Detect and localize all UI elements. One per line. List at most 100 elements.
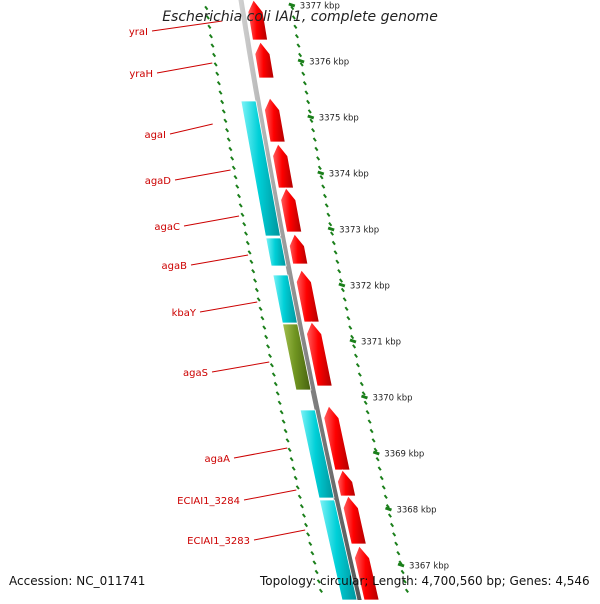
accession-value: NC_011741	[76, 574, 146, 588]
tick-mark	[294, 33, 299, 39]
tick-mark	[254, 287, 259, 293]
tick-mark	[387, 513, 392, 518]
gene-label: agaI	[144, 130, 166, 141]
tick-mark	[267, 353, 272, 358]
tick-mark	[324, 203, 329, 208]
reverse-gene-block	[299, 409, 335, 499]
reverse-gene-block	[272, 274, 298, 324]
tick-mark	[213, 62, 218, 67]
tick-mark	[331, 240, 336, 246]
tick-track	[290, 5, 409, 594]
tick-mark	[302, 81, 307, 86]
tick-mark	[256, 297, 261, 302]
tick-mark	[379, 475, 384, 481]
tick-mark	[352, 344, 357, 349]
tick-mark	[396, 550, 401, 556]
tick-mark	[321, 184, 326, 189]
tick-mark	[377, 466, 382, 471]
tick-mark	[275, 391, 280, 396]
tick-mark	[291, 15, 296, 20]
ruler-major-tick	[372, 450, 380, 456]
tick-mark	[216, 80, 221, 86]
genes-label: Genes:	[509, 574, 552, 588]
tick-mark	[306, 532, 311, 537]
tick-mark	[240, 212, 245, 217]
tick-mark	[225, 128, 230, 133]
gene-label: kbaY	[172, 308, 197, 319]
tick-mark	[262, 325, 267, 330]
ruler-major-tick	[397, 562, 405, 568]
tick-mark	[251, 269, 256, 274]
tick-layer	[204, 5, 409, 594]
ruler-major-tick	[288, 2, 296, 8]
tick-mark	[249, 259, 254, 264]
topology-value: circular	[319, 574, 365, 588]
forward-gene-arrow	[323, 405, 351, 471]
tick-mark	[226, 137, 231, 142]
tick-mark	[253, 278, 258, 283]
tick-mark	[277, 400, 282, 405]
tick-mark	[264, 334, 269, 340]
tick-mark	[244, 231, 249, 236]
tick-mark	[283, 428, 288, 434]
tick-mark	[346, 316, 351, 321]
tick-mark	[312, 560, 317, 565]
ruler-label: 3372 kbp	[350, 282, 390, 292]
tick-mark	[310, 550, 315, 556]
tick-mark	[316, 156, 321, 161]
gene-label-leader	[253, 529, 306, 541]
tick-mark	[383, 494, 388, 499]
ruler-label: 3373 kbp	[339, 226, 379, 236]
tick-mark	[312, 137, 317, 142]
label-layer: 3377 kbp 3376 kbp 3375 kbp 3374 kbp 3373 kbp…	[129, 2, 449, 572]
forward-gene-arrow	[264, 97, 286, 143]
tick-mark	[287, 447, 292, 452]
gene-label: agaD	[145, 176, 172, 187]
tick-mark	[375, 457, 380, 462]
tick-mark	[235, 184, 240, 189]
forward-gene-arrow	[247, 0, 269, 41]
tick-mark	[293, 475, 298, 481]
ruler-major-tick	[317, 170, 325, 176]
tick-mark	[319, 175, 324, 180]
gene-label-leader	[183, 215, 240, 227]
gene-label: yraI	[129, 27, 148, 38]
accession-info: Accession: NC_011741	[9, 574, 145, 588]
gene-label: agaB	[162, 261, 188, 272]
tick-mark	[298, 52, 303, 58]
tick-mark	[301, 513, 306, 518]
tick-mark	[285, 438, 290, 443]
misc-feature-block	[282, 323, 312, 391]
tick-mark	[344, 306, 349, 311]
tick-mark	[258, 306, 263, 311]
forward-gene-arrow	[288, 233, 309, 265]
forward-gene-arrow	[280, 187, 303, 233]
tick-mark	[355, 363, 360, 368]
tick-mark	[335, 259, 340, 264]
tick-mark	[291, 466, 296, 471]
forward-gene-arrow	[342, 495, 367, 545]
tick-mark	[340, 287, 345, 293]
tick-mark	[205, 15, 210, 20]
genes-value: 4,546	[555, 574, 590, 588]
tick-mark	[238, 203, 243, 208]
tick-mark	[273, 381, 278, 387]
tick-mark	[295, 485, 300, 490]
tick-mark	[245, 240, 250, 246]
tick-mark	[359, 381, 364, 387]
gene-label-leader	[169, 123, 213, 135]
tick-mark	[385, 504, 390, 509]
ruler-major-tick	[327, 226, 335, 232]
tick-mark	[363, 400, 368, 405]
tick-mark	[353, 353, 358, 358]
map-title: Escherichia coli IAI1, complete genome	[162, 9, 438, 25]
tick-mark	[339, 278, 344, 283]
tick-mark	[221, 109, 226, 114]
ruler-major-tick	[307, 114, 315, 120]
tick-mark	[322, 193, 327, 199]
gene-label: ECIAI1_3284	[177, 496, 240, 507]
tick-mark	[365, 410, 370, 415]
tick-mark	[394, 541, 399, 547]
ruler-major-tick	[360, 394, 368, 400]
